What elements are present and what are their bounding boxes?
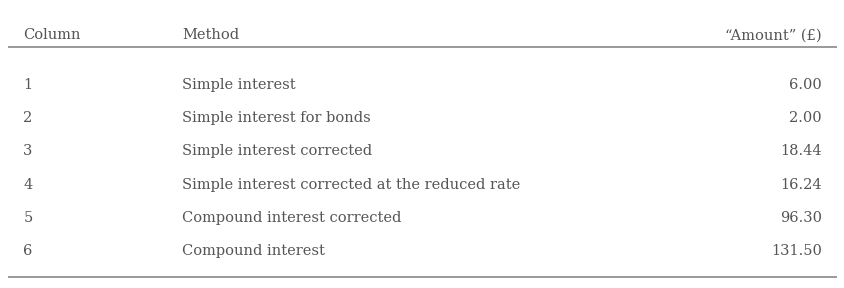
- Text: Compound interest corrected: Compound interest corrected: [182, 211, 401, 225]
- Text: “Amount” (£): “Amount” (£): [724, 28, 820, 42]
- Text: Column: Column: [24, 28, 81, 42]
- Text: 5: 5: [24, 211, 33, 225]
- Text: Compound interest: Compound interest: [182, 244, 325, 258]
- Text: 3: 3: [24, 144, 33, 158]
- Text: Simple interest corrected: Simple interest corrected: [182, 144, 372, 158]
- Text: 4: 4: [24, 178, 33, 192]
- Text: 6.00: 6.00: [788, 78, 820, 92]
- Text: 96.30: 96.30: [779, 211, 820, 225]
- Text: 18.44: 18.44: [779, 144, 820, 158]
- Text: Simple interest corrected at the reduced rate: Simple interest corrected at the reduced…: [182, 178, 520, 192]
- Text: Simple interest for bonds: Simple interest for bonds: [182, 111, 371, 125]
- Text: 1: 1: [24, 78, 32, 92]
- Text: Simple interest: Simple interest: [182, 78, 295, 92]
- Text: 2.00: 2.00: [788, 111, 820, 125]
- Text: 6: 6: [24, 244, 33, 258]
- Text: 131.50: 131.50: [770, 244, 820, 258]
- Text: Method: Method: [182, 28, 239, 42]
- Text: 2: 2: [24, 111, 33, 125]
- Text: 16.24: 16.24: [779, 178, 820, 192]
